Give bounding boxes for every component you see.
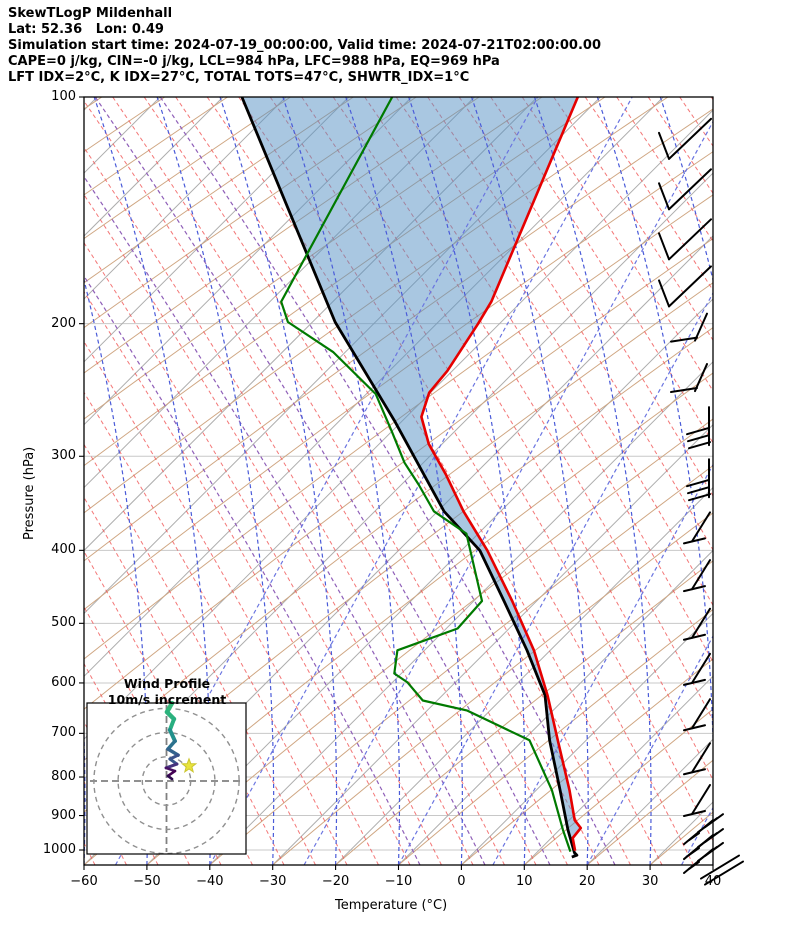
y-tick-label: 500 xyxy=(51,615,76,631)
y-tick-label: 800 xyxy=(51,769,76,785)
y-tick-label: 200 xyxy=(51,315,76,331)
title-line: SkewTLogP Mildenhall xyxy=(8,6,173,21)
x-tick-label: 10 xyxy=(516,874,533,889)
y-tick-label: 700 xyxy=(51,725,76,741)
simtime-line: Simulation start time: 2024-07-19_00:00:… xyxy=(8,38,601,53)
y-tick-label: 900 xyxy=(51,807,76,823)
x-tick-label: −30 xyxy=(258,874,287,889)
x-tick-label: −40 xyxy=(196,874,224,889)
y-tick-label: 600 xyxy=(51,674,76,690)
y-tick-label: 1000 xyxy=(42,842,76,857)
latlon-line: Lat: 52.36 Lon: 0.49 xyxy=(8,22,164,37)
x-tick-label: −60 xyxy=(70,874,98,889)
cape-line: CAPE=0 j/kg, CIN=-0 j/kg, LCL=984 hPa, L… xyxy=(8,54,500,69)
storm-motion-star xyxy=(180,757,198,773)
y-tick-label: 400 xyxy=(51,542,76,558)
y-tick-label: 100 xyxy=(51,89,76,104)
x-axis-label: Temperature (°C) xyxy=(335,898,448,913)
parcel_virtual-curve xyxy=(240,97,579,859)
x-tick-label: 20 xyxy=(578,874,596,889)
dewpoint-curve xyxy=(280,97,572,852)
x-tick-label: 0 xyxy=(457,874,466,889)
x-tick-label: −50 xyxy=(133,874,161,889)
y-tick-label: 300 xyxy=(51,448,76,464)
x-tick-label: −20 xyxy=(321,874,350,889)
hodograph-title: Wind Profile xyxy=(123,676,211,691)
indices-line: LFT IDX=2°C, K IDX=27°C, TOTAL TOTS=47°C… xyxy=(8,70,470,85)
x-tick-label: 40 xyxy=(704,874,722,889)
wind-barbs xyxy=(658,117,744,886)
x-tick-label: 30 xyxy=(641,874,659,889)
hodograph-subtitle: 10m/s increment xyxy=(107,692,227,707)
hodograph-inset xyxy=(86,700,247,855)
plot-area xyxy=(84,97,713,865)
x-tick-label: −10 xyxy=(384,874,413,889)
temperature-curve xyxy=(420,97,583,851)
